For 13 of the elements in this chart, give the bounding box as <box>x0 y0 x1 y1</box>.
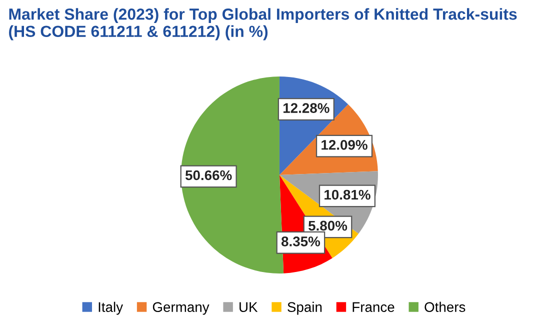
legend-label: Others <box>424 302 466 312</box>
legend-label: UK <box>240 302 258 312</box>
data-label: 10.81% <box>324 190 370 200</box>
legend-label: Spain <box>288 302 322 315</box>
legend-label: France <box>352 302 394 312</box>
data-label: 12.28% <box>283 103 330 113</box>
data-label: 12.09% <box>322 140 368 150</box>
chart-title: Market Share (2023) for Top Global Importers of Knitted Track-suits (HS CODE 611211 & 611212) (in %) <box>9 8 517 40</box>
data-label: 8.35% <box>281 236 320 246</box>
legend-label: Italy <box>98 302 124 315</box>
data-label: 50.66% <box>185 170 232 180</box>
legend-label: Germany <box>152 302 210 315</box>
data-label: 5.80% <box>308 220 348 231</box>
